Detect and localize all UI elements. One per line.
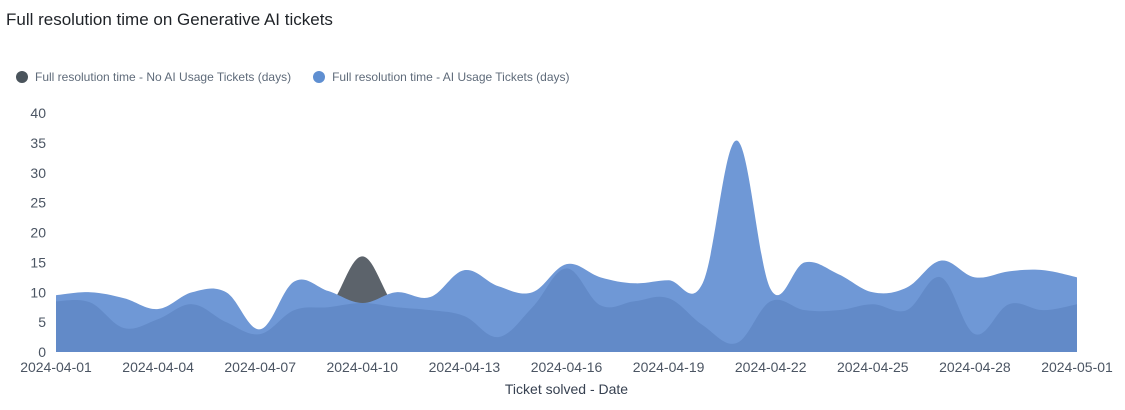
chart-areas bbox=[56, 140, 1077, 352]
legend-swatch-no-ai bbox=[16, 71, 28, 83]
x-axis-ticks: 2024-04-01 2024-04-04 2024-04-07 2024-04-10… bbox=[20, 359, 1113, 375]
x-tick-label: 2024-04-07 bbox=[224, 359, 296, 375]
x-tick-label: 2024-04-04 bbox=[122, 359, 194, 375]
y-tick-label: 10 bbox=[30, 284, 46, 300]
y-tick-label: 15 bbox=[30, 254, 46, 270]
y-axis-ticks: 0 5 10 15 20 25 30 35 40 bbox=[30, 105, 46, 360]
x-tick-label: 2024-05-01 bbox=[1041, 359, 1113, 375]
x-tick-label: 2024-04-01 bbox=[20, 359, 92, 375]
legend-swatch-ai bbox=[313, 71, 326, 83]
legend: Full resolution time - No AI Usage Ticke… bbox=[16, 70, 570, 84]
area-overlap bbox=[56, 268, 1077, 352]
legend-label-no-ai: Full resolution time - No AI Usage Ticke… bbox=[35, 70, 292, 84]
x-tick-label: 2024-04-22 bbox=[735, 359, 807, 375]
y-tick-label: 0 bbox=[38, 344, 46, 360]
y-tick-label: 30 bbox=[30, 165, 46, 181]
legend-label-ai: Full resolution time - AI Usage Tickets … bbox=[332, 70, 570, 84]
y-tick-label: 25 bbox=[30, 195, 46, 211]
x-tick-label: 2024-04-28 bbox=[939, 359, 1011, 375]
area-series-ai bbox=[56, 140, 1077, 352]
x-tick-label: 2024-04-10 bbox=[326, 359, 398, 375]
y-tick-label: 20 bbox=[30, 225, 46, 241]
y-tick-label: 5 bbox=[38, 314, 46, 330]
chart-title: Full resolution time on Generative AI ti… bbox=[6, 10, 333, 29]
y-tick-label: 35 bbox=[30, 135, 46, 151]
x-tick-label: 2024-04-13 bbox=[429, 359, 501, 375]
y-tick-label: 40 bbox=[30, 105, 46, 121]
x-tick-label: 2024-04-16 bbox=[531, 359, 603, 375]
x-tick-label: 2024-04-25 bbox=[837, 359, 909, 375]
x-axis-label: Ticket solved - Date bbox=[505, 381, 628, 397]
legend-item-ai[interactable]: Full resolution time - AI Usage Tickets … bbox=[313, 70, 570, 84]
legend-item-no-ai[interactable]: Full resolution time - No AI Usage Ticke… bbox=[16, 70, 291, 84]
x-tick-label: 2024-04-19 bbox=[633, 359, 705, 375]
